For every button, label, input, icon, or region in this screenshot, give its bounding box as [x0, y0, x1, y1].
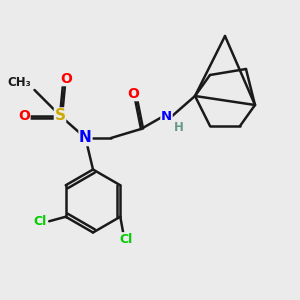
Text: S: S	[55, 108, 65, 123]
Text: O: O	[60, 72, 72, 86]
Text: H: H	[174, 121, 183, 134]
Text: N: N	[79, 130, 92, 146]
Text: O: O	[128, 87, 140, 100]
Text: Cl: Cl	[34, 215, 47, 228]
Text: O: O	[18, 109, 30, 122]
Text: CH₃: CH₃	[8, 76, 31, 89]
Text: N: N	[161, 110, 172, 124]
Text: Cl: Cl	[120, 233, 133, 246]
